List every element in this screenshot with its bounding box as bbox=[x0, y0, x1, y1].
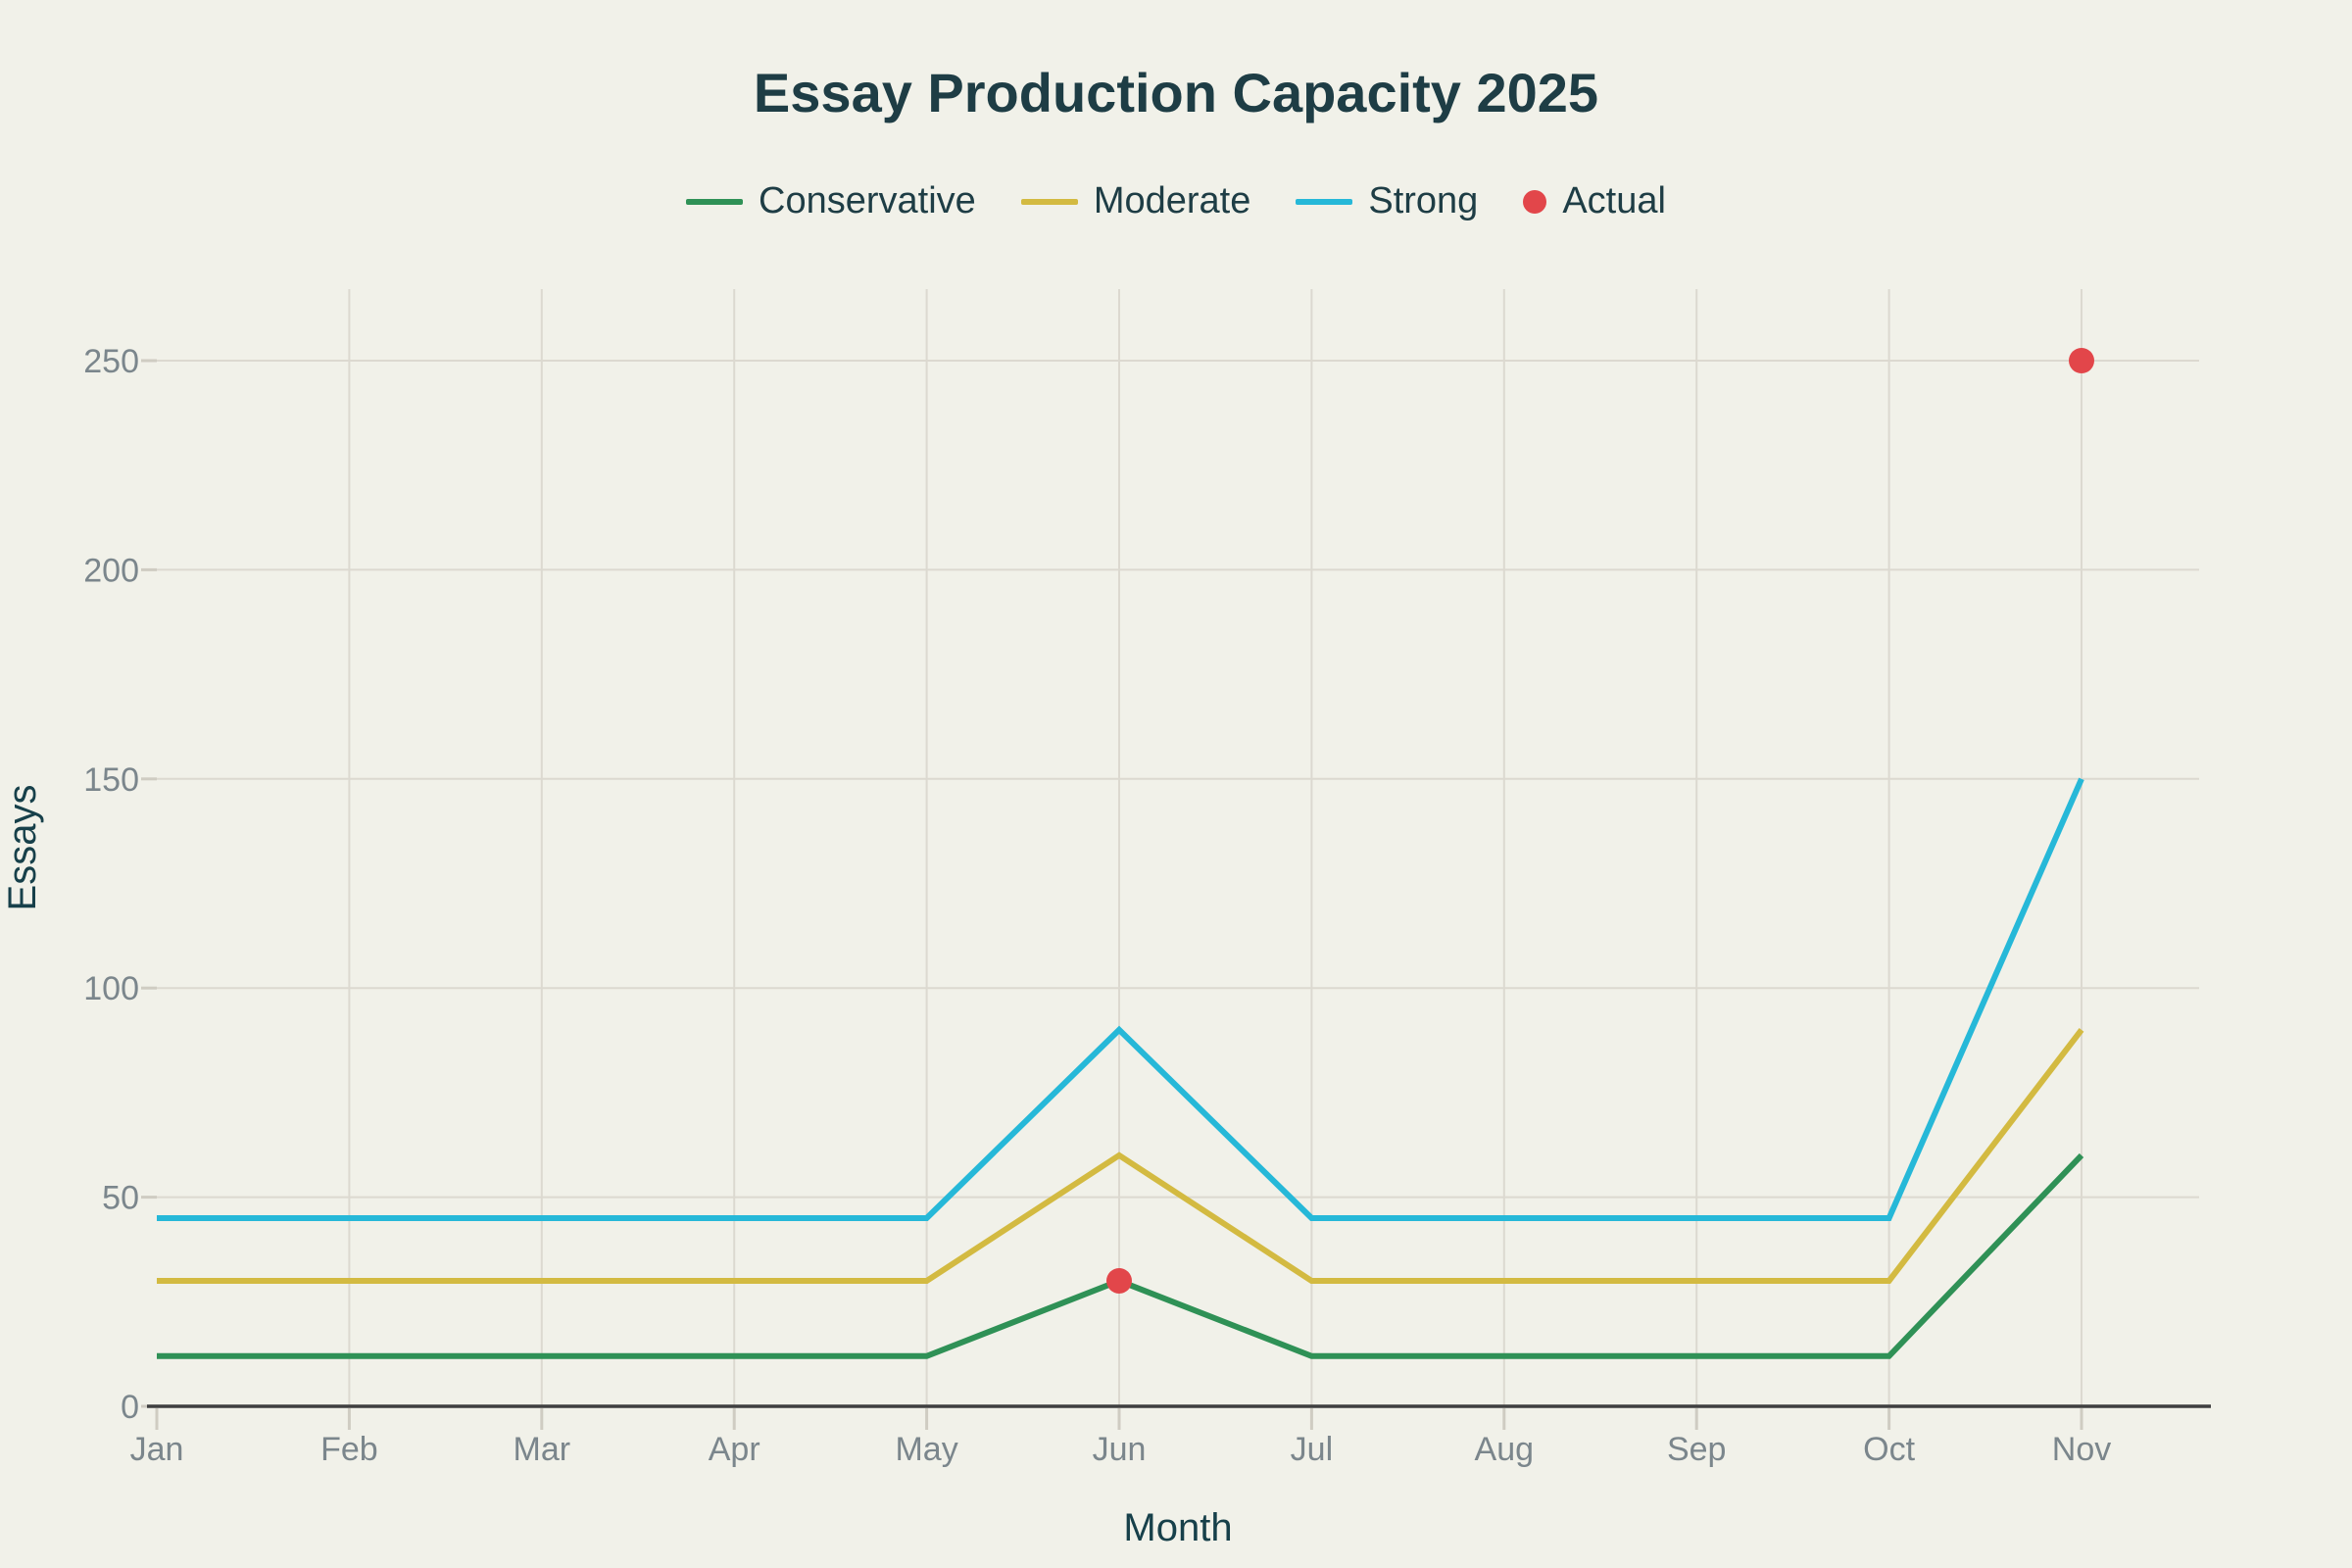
y-tick-label: 50 bbox=[102, 1180, 139, 1217]
legend: Conservative Moderate Strong Actual bbox=[0, 180, 2352, 222]
actual-dot-swatch-icon bbox=[1523, 189, 1547, 214]
y-axis-title: Essays bbox=[1, 785, 44, 911]
moderate-line-swatch-icon bbox=[1020, 198, 1078, 205]
conservative-line-swatch-icon bbox=[686, 198, 744, 205]
y-tick-label: 100 bbox=[83, 970, 139, 1007]
x-tick-label: Jul bbox=[1291, 1431, 1333, 1468]
x-tick-label: Apr bbox=[709, 1431, 760, 1468]
legend-item-moderate: Moderate bbox=[1020, 180, 1251, 222]
series-line-strong bbox=[157, 777, 2084, 1221]
x-tick-label: Jun bbox=[1093, 1431, 1147, 1468]
legend-item-conservative: Conservative bbox=[686, 180, 976, 222]
legend-label-strong: Strong bbox=[1368, 180, 1479, 221]
legend-label-conservative: Conservative bbox=[759, 180, 976, 221]
legend-item-strong: Strong bbox=[1296, 180, 1478, 222]
strong-line-swatch-icon bbox=[1296, 198, 1353, 205]
x-tick-label: Sep bbox=[1667, 1431, 1727, 1468]
x-tick-label: Nov bbox=[2052, 1431, 2111, 1468]
x-tick-label: Feb bbox=[320, 1431, 378, 1468]
actual-data-point bbox=[1106, 1267, 1132, 1294]
x-tick-label: May bbox=[895, 1431, 957, 1468]
y-tick-label: 0 bbox=[121, 1389, 139, 1426]
x-tick-label: Aug bbox=[1475, 1431, 1535, 1468]
legend-label-moderate: Moderate bbox=[1093, 180, 1251, 221]
chart-title: Essay Production Capacity 2025 bbox=[753, 62, 1599, 123]
legend-label-actual: Actual bbox=[1562, 180, 1666, 221]
x-tick-label: Oct bbox=[1863, 1431, 1915, 1468]
legend-item-actual: Actual bbox=[1523, 180, 1666, 222]
y-tick-label: 200 bbox=[83, 552, 139, 589]
actual-data-point bbox=[2069, 348, 2094, 373]
x-tick-label: Mar bbox=[514, 1431, 571, 1468]
x-tick-label: Jan bbox=[130, 1431, 184, 1468]
series-line-moderate bbox=[157, 1028, 2084, 1284]
y-tick-label: 150 bbox=[83, 761, 139, 799]
y-tick-label: 250 bbox=[83, 343, 139, 380]
x-axis-title: Month bbox=[1123, 1506, 1232, 1549]
